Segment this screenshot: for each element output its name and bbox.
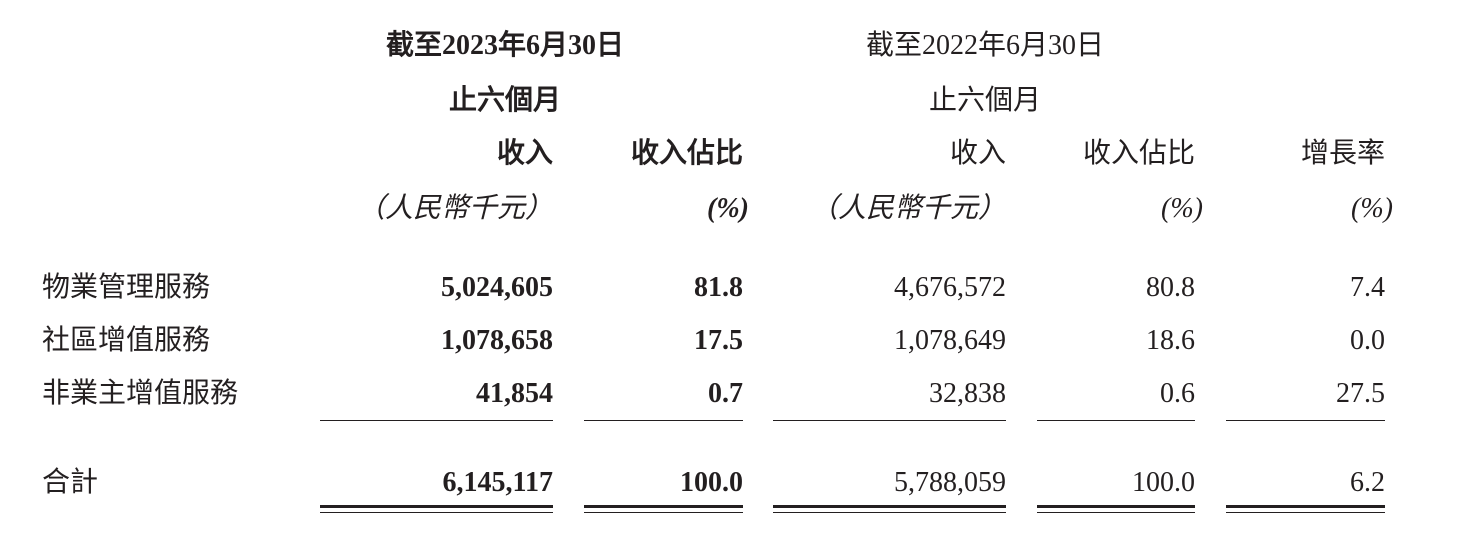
subtotal-rule (320, 420, 553, 421)
total-double-rule (320, 505, 553, 513)
total-label: 合計 (42, 467, 99, 498)
cell: 5,024,605 (441, 272, 553, 303)
total-double-rule (773, 505, 1006, 513)
period-2022-subheader: 止六個月 (928, 85, 1041, 116)
col-unit-share-2023: (%) (707, 193, 749, 224)
row-label: 社區增值服務 (42, 325, 211, 356)
cell: 0.6 (1160, 378, 1195, 409)
subtotal-rule (584, 420, 743, 421)
row-label: 物業管理服務 (42, 272, 211, 303)
total-cell: 6,145,117 (442, 467, 553, 498)
cell: 0.7 (708, 378, 743, 409)
cell: 81.8 (694, 272, 743, 303)
cell: 0.0 (1350, 325, 1385, 356)
col-header-share-2022: 收入佔比 (1082, 138, 1195, 169)
cell: 41,854 (476, 378, 553, 409)
period-2022-header: 截至2022年6月30日 (865, 30, 1104, 61)
period-2023-subheader: 止六個月 (448, 85, 561, 116)
cell: 17.5 (694, 325, 743, 356)
cell: 7.4 (1350, 272, 1385, 303)
col-header-growth: 增長率 (1300, 138, 1385, 169)
total-double-rule (584, 505, 743, 513)
period-2023-header: 截至2023年6月30日 (385, 30, 624, 61)
subtotal-rule (1226, 420, 1385, 421)
col-header-share-2023: 收入佔比 (630, 138, 743, 169)
col-unit-revenue-2023: （人民幣千元） (356, 193, 553, 224)
col-unit-growth: (%) (1351, 193, 1393, 224)
subtotal-rule (1037, 420, 1195, 421)
col-unit-share-2022: (%) (1161, 193, 1203, 224)
col-header-revenue-2022: 收入 (949, 138, 1006, 169)
cell: 27.5 (1336, 378, 1385, 409)
cell: 4,676,572 (894, 272, 1006, 303)
cell: 1,078,649 (894, 325, 1006, 356)
col-unit-revenue-2022: （人民幣千元） (809, 193, 1006, 224)
cell: 1,078,658 (441, 325, 553, 356)
total-cell: 5,788,059 (894, 467, 1006, 498)
row-label: 非業主增值服務 (42, 378, 239, 409)
total-double-rule (1037, 505, 1195, 513)
total-cell: 100.0 (680, 467, 743, 498)
cell: 32,838 (929, 378, 1006, 409)
cell: 80.8 (1146, 272, 1195, 303)
cell: 18.6 (1146, 325, 1195, 356)
subtotal-rule (773, 420, 1006, 421)
total-double-rule (1226, 505, 1385, 513)
total-cell: 6.2 (1350, 467, 1385, 498)
col-header-revenue-2023: 收入 (496, 138, 553, 169)
total-cell: 100.0 (1132, 467, 1195, 498)
